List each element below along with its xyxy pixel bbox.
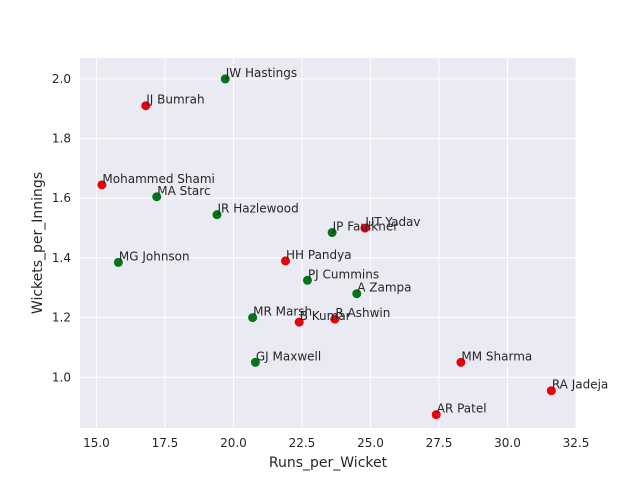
point-label: AR Patel bbox=[437, 402, 487, 416]
data-point bbox=[250, 357, 260, 367]
axis-ticks: 15.0 17.5 20.0 22.5 25.0 27.5 30.0 32.5 1.0 1.2 1.… bbox=[52, 72, 589, 450]
point-label: UT Yadav bbox=[365, 215, 420, 229]
point-label: R Ashwin bbox=[335, 306, 390, 320]
data-point bbox=[281, 256, 291, 266]
point-label: RA Jadeja bbox=[552, 378, 608, 392]
point-label: PJ Cummins bbox=[308, 267, 379, 281]
point-label: JR Hazlewood bbox=[217, 202, 299, 216]
data-point bbox=[212, 210, 222, 220]
y-tick-label: 1.6 bbox=[52, 191, 71, 205]
y-tick-label: 2.0 bbox=[52, 72, 71, 86]
y-axis-label: Wickets_per_Innings bbox=[30, 172, 46, 314]
point-label: Mohammed Shami bbox=[102, 172, 214, 186]
data-point bbox=[352, 289, 362, 299]
data-point bbox=[294, 317, 304, 327]
point-label: MG Johnson bbox=[119, 249, 190, 263]
x-tick-label: 25.0 bbox=[357, 436, 384, 450]
x-tick-label: 30.0 bbox=[494, 436, 521, 450]
data-points bbox=[97, 74, 556, 420]
point-label: A Zampa bbox=[357, 281, 411, 295]
data-point bbox=[456, 357, 466, 367]
point-label: JP Faulkner bbox=[332, 220, 399, 234]
y-tick-label: 1.8 bbox=[52, 132, 71, 146]
x-tick-label: 20.0 bbox=[220, 436, 247, 450]
y-tick-label: 1.0 bbox=[52, 370, 71, 384]
x-tick-label: 17.5 bbox=[152, 436, 179, 450]
plot-area bbox=[80, 58, 576, 428]
data-point bbox=[330, 314, 340, 324]
x-axis-label: Runs_per_Wicket bbox=[269, 455, 388, 471]
y-tick-label: 1.2 bbox=[52, 311, 71, 325]
point-label: JW Hastings bbox=[225, 66, 297, 80]
data-point bbox=[431, 410, 441, 420]
x-tick-label: 15.0 bbox=[83, 436, 110, 450]
point-label: HH Pandya bbox=[286, 248, 352, 262]
x-tick-label: 32.5 bbox=[563, 436, 590, 450]
point-label: MA Starc bbox=[157, 184, 210, 198]
point-label: GJ Maxwell bbox=[256, 349, 321, 363]
data-point bbox=[141, 101, 151, 111]
point-label: MR Marsh bbox=[253, 305, 312, 319]
point-label: JJ Bumrah bbox=[145, 93, 204, 107]
data-point bbox=[302, 275, 312, 285]
data-point bbox=[360, 223, 370, 233]
data-point bbox=[152, 192, 162, 202]
data-point bbox=[248, 313, 258, 323]
point-label: B Kumar bbox=[300, 309, 351, 323]
point-label: MM Sharma bbox=[461, 349, 532, 363]
data-point bbox=[327, 228, 337, 238]
data-point bbox=[220, 74, 230, 84]
data-point bbox=[113, 257, 123, 267]
data-point bbox=[97, 180, 107, 190]
x-tick-label: 27.5 bbox=[426, 436, 453, 450]
grid bbox=[80, 58, 577, 428]
data-point bbox=[546, 386, 556, 396]
y-tick-label: 1.4 bbox=[52, 251, 71, 265]
x-tick-label: 22.5 bbox=[289, 436, 316, 450]
